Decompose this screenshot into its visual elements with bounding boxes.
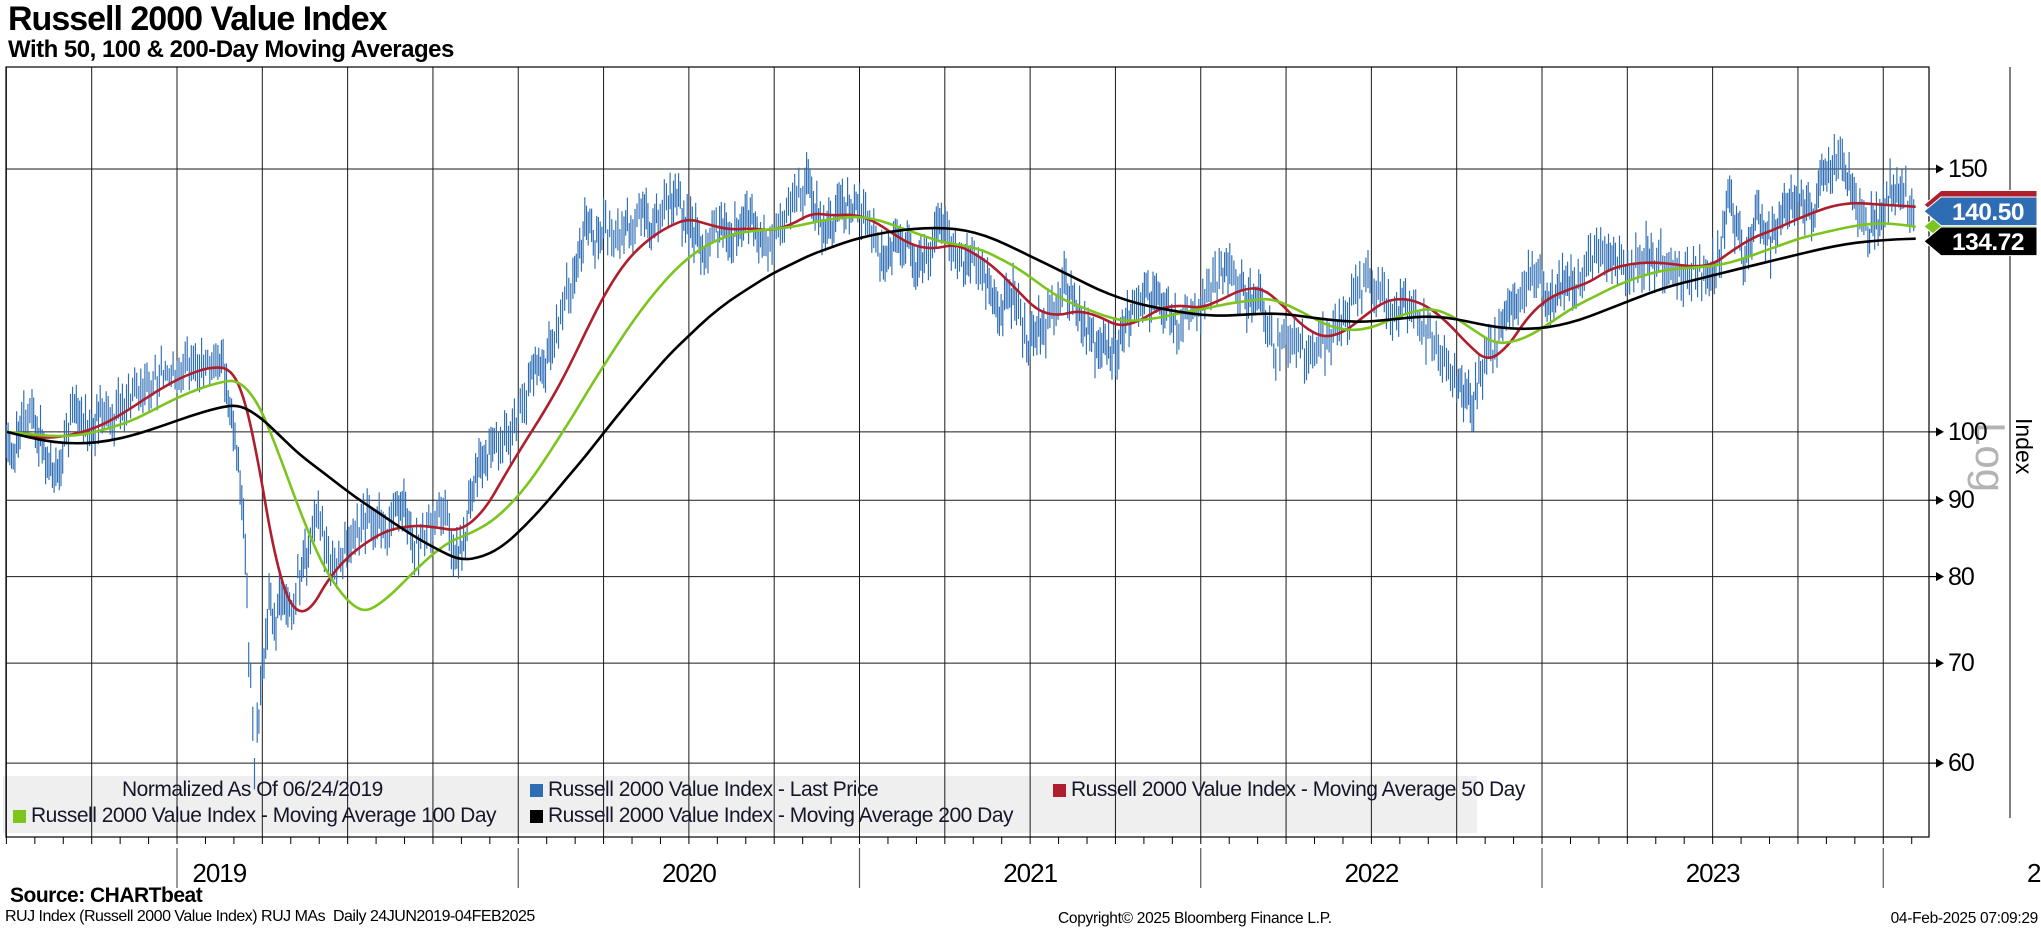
chart-subtitle: With 50, 100 & 200-Day Moving Averages [8,36,454,63]
y-tick-arrow-icon [1936,427,1944,437]
legend-item-ma200[interactable]: Russell 2000 Value Index - Moving Averag… [530,803,1014,829]
y-tick-arrow-icon [1936,495,1944,505]
copyright-notice: Copyright© 2025 Bloomberg Finance L.P. [1058,910,1332,927]
x-axis-year-2019: 2019 [192,858,247,888]
ma-200-line [6,226,1916,561]
legend-item-label: Russell 2000 Value Index - Moving Averag… [31,804,497,827]
legend-item-last-price[interactable]: Russell 2000 Value Index - Last Price [530,777,879,803]
y-axis-label-90: 90 [1948,486,1975,515]
y-axis-label-80: 80 [1948,562,1975,591]
ma100-swatch-icon [13,809,26,823]
legend-item-ma100[interactable]: Russell 2000 Value Index - Moving Averag… [13,803,497,829]
x-axis-year-2020: 2020 [661,858,717,888]
ma-50-line [6,201,1916,613]
x-axis-year-2023: 2023 [1685,858,1741,888]
last-price-swatch-icon [530,783,543,797]
legend-item-label: Russell 2000 Value Index - Last Price [548,778,879,801]
ma200-swatch-icon [530,809,543,823]
legend-normalized-note: Normalized As Of 06/24/2019 [122,778,383,801]
y-axis-title: Index [2011,418,2037,475]
y-tick-arrow-icon [1936,758,1944,768]
x-axis-year-2024: 2024 [2026,858,2041,888]
y-axis-label-60: 60 [1948,749,1975,778]
log-scale-label[interactable]: Log [1967,422,2014,493]
legend-item-label: Russell 2000 Value Index - Moving Averag… [1071,778,1525,801]
y-axis-label-150: 150 [1948,155,1988,183]
legend-background [3,776,1477,833]
ma-200-price-tag-value: 134.72 [1952,229,2024,256]
legend-item-label: Russell 2000 Value Index - Moving Averag… [548,804,1014,827]
ma50-swatch-icon [1053,783,1066,797]
y-tick-arrow-icon [1936,572,1944,582]
last-price-price-tag [1923,196,2038,227]
ma-100-line [6,215,1916,612]
chart-descriptor: RUJ Index (Russell 2000 Value Index) RUJ… [5,908,535,925]
y-tick-arrow-icon [1936,658,1944,668]
x-axis-year-2022: 2022 [1344,858,1399,888]
y-tick-arrow-icon [1936,164,1944,174]
y-axis-label-70: 70 [1948,649,1975,678]
ma-200-price-tag [1923,226,2038,257]
render-timestamp: 04-Feb-2025 07:09:29 [1890,910,2039,927]
y-axis-label-100: 100 [1948,417,1988,446]
x-axis-year-2021: 2021 [1003,858,1058,888]
source-caption: Source: CHARTbeat [10,884,203,907]
plot-border [5,66,1930,838]
legend-item-ma50[interactable]: Russell 2000 Value Index - Moving Averag… [1053,777,1525,803]
last-price-price-tag-value: 140.50 [1952,199,2024,226]
page-title: Russell 2000 Value Index [8,0,388,38]
